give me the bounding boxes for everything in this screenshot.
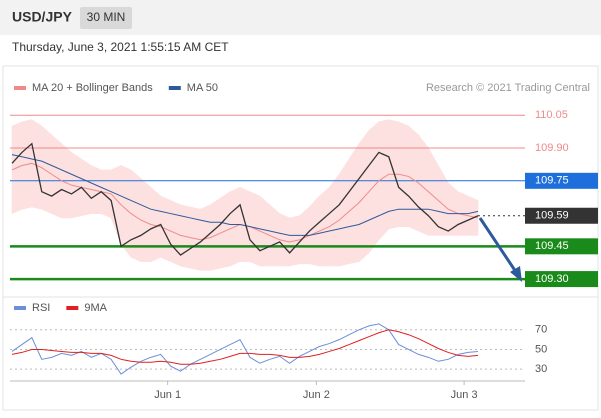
symbol: USD/JPY [12, 9, 73, 25]
bollinger-band [328, 173, 340, 267]
bollinger-band [408, 125, 419, 232]
bollinger-band [467, 195, 479, 236]
y-tick-label: 70 [535, 324, 547, 336]
interval-button[interactable] [80, 7, 132, 29]
level-label: 109.90 [535, 142, 569, 154]
forecast-arrowhead [510, 266, 522, 282]
level-tag [525, 271, 598, 288]
level-label: 109.30 [535, 273, 569, 285]
bollinger-band [41, 125, 52, 215]
credit: Research © 2021 Trading Central [426, 82, 590, 94]
forecast-arrow [478, 217, 518, 273]
level-label: 109.45 [535, 240, 569, 252]
x-tick-label: Jun 3 [451, 389, 478, 401]
series-line [11, 329, 479, 365]
bollinger-band [418, 134, 429, 236]
legend-swatch [66, 306, 79, 310]
bollinger-band [140, 177, 152, 262]
legend-swatch [168, 86, 181, 90]
level-tag [525, 172, 598, 189]
interval-label: 30 MIN [87, 10, 126, 24]
bollinger-band [309, 195, 320, 267]
legend-label: MA 50 [187, 82, 218, 94]
bollinger-band [358, 129, 370, 263]
x-tick-label: Jun 1 [154, 389, 181, 401]
level-tag [525, 238, 598, 255]
bollinger-band [269, 204, 281, 267]
legend-label: RSI [32, 302, 50, 314]
level-label: 109.59 [535, 210, 569, 222]
level-tag [525, 207, 598, 224]
bollinger-band [368, 121, 380, 254]
bollinger-band [319, 186, 330, 267]
legend-swatch [14, 306, 26, 310]
price-line [11, 142, 479, 256]
x-tick-label: Jun 2 [303, 389, 330, 401]
bollinger-band [51, 134, 62, 219]
timestamp: Thursday, June 3, 2021 1:55:15 AM CET [12, 40, 229, 54]
series-line [11, 154, 479, 236]
bollinger-band [130, 169, 142, 263]
level-label: 110.05 [535, 109, 568, 121]
y-tick-label: 30 [535, 363, 547, 375]
legend-swatch [14, 86, 26, 90]
legend-label: MA 20 + Bollinger Bands [32, 82, 153, 94]
level-label: 109.75 [535, 175, 569, 187]
series-line [11, 323, 479, 375]
y-tick-label: 50 [535, 343, 547, 355]
legend-label: 9MA [84, 302, 107, 314]
